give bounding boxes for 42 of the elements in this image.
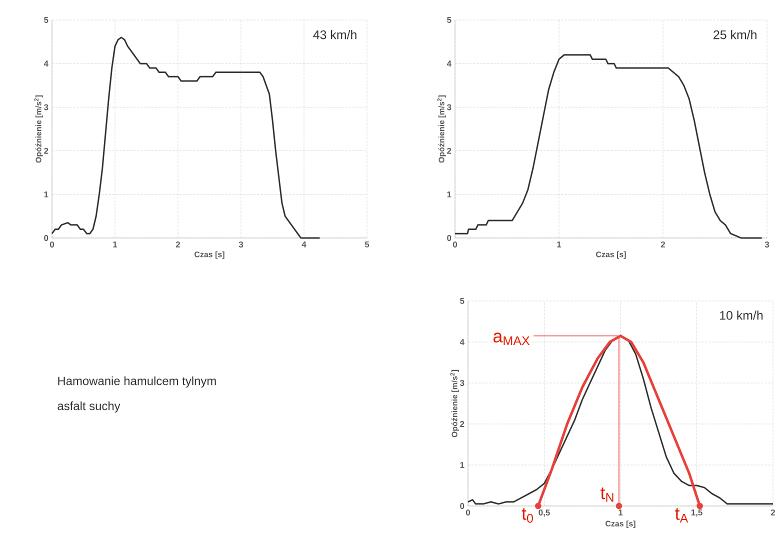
y-tick-label: 2 bbox=[460, 421, 464, 427]
text: 10 km/h bbox=[720, 310, 763, 320]
y-tick-label: 1 bbox=[460, 462, 464, 468]
annotation: t$_{0}$ bbox=[522, 508, 533, 523]
x-tick-label: 1,5 bbox=[691, 510, 702, 517]
x-tick-label: 2 bbox=[660, 242, 666, 248]
y-tick-label: 0 bbox=[44, 234, 48, 241]
annotation: t$_{N}$ bbox=[600, 488, 614, 502]
y-tick-label: 5 bbox=[44, 17, 48, 23]
text: 43 km/h bbox=[313, 30, 356, 40]
y-tick-label: 4 bbox=[44, 60, 48, 66]
y-tick-label: 2 bbox=[447, 148, 452, 154]
x-tick-label: 0,5 bbox=[538, 510, 550, 517]
x-tick-label: 0 bbox=[466, 510, 470, 516]
y-tick-label: 4 bbox=[446, 60, 452, 66]
text: asfalt suchy bbox=[58, 401, 120, 413]
y-tick-label: 1 bbox=[44, 191, 48, 198]
x-tick-label: 2 bbox=[176, 242, 180, 248]
y-tick-label: 3 bbox=[446, 104, 452, 110]
x-tick-label: 1 bbox=[113, 242, 118, 248]
annotation: t$_{A}$ bbox=[675, 508, 688, 522]
y-tick-label: 2 bbox=[44, 148, 48, 154]
y-tick-label: 0 bbox=[460, 502, 464, 509]
text: Hamowanie hamulcem tylnym bbox=[58, 376, 216, 388]
x-tick-label: 0 bbox=[50, 242, 54, 248]
text: 25 km/h bbox=[714, 30, 756, 40]
x-tick-label: 3 bbox=[238, 242, 244, 248]
x-tick-label: 2 bbox=[770, 510, 776, 516]
x-tick-label: 5 bbox=[364, 242, 370, 248]
y-tick-label: 1 bbox=[447, 191, 452, 198]
y-tick-label: 4 bbox=[460, 339, 464, 345]
y-tick-label: 3 bbox=[44, 104, 48, 110]
x-tick-label: 4 bbox=[302, 242, 306, 248]
x-tick-label: 3 bbox=[764, 242, 770, 248]
x-tick-label: 1 bbox=[618, 510, 623, 516]
y-tick-label: 5 bbox=[460, 298, 464, 304]
y-tick-label: 3 bbox=[460, 380, 464, 386]
x-tick-label: 0 bbox=[452, 242, 458, 248]
y-tick-label: 0 bbox=[447, 234, 452, 241]
annotation: a$_{MAX}$ bbox=[493, 332, 530, 346]
y-tick-label: 5 bbox=[447, 17, 452, 23]
x-tick-label: 1 bbox=[557, 242, 562, 248]
